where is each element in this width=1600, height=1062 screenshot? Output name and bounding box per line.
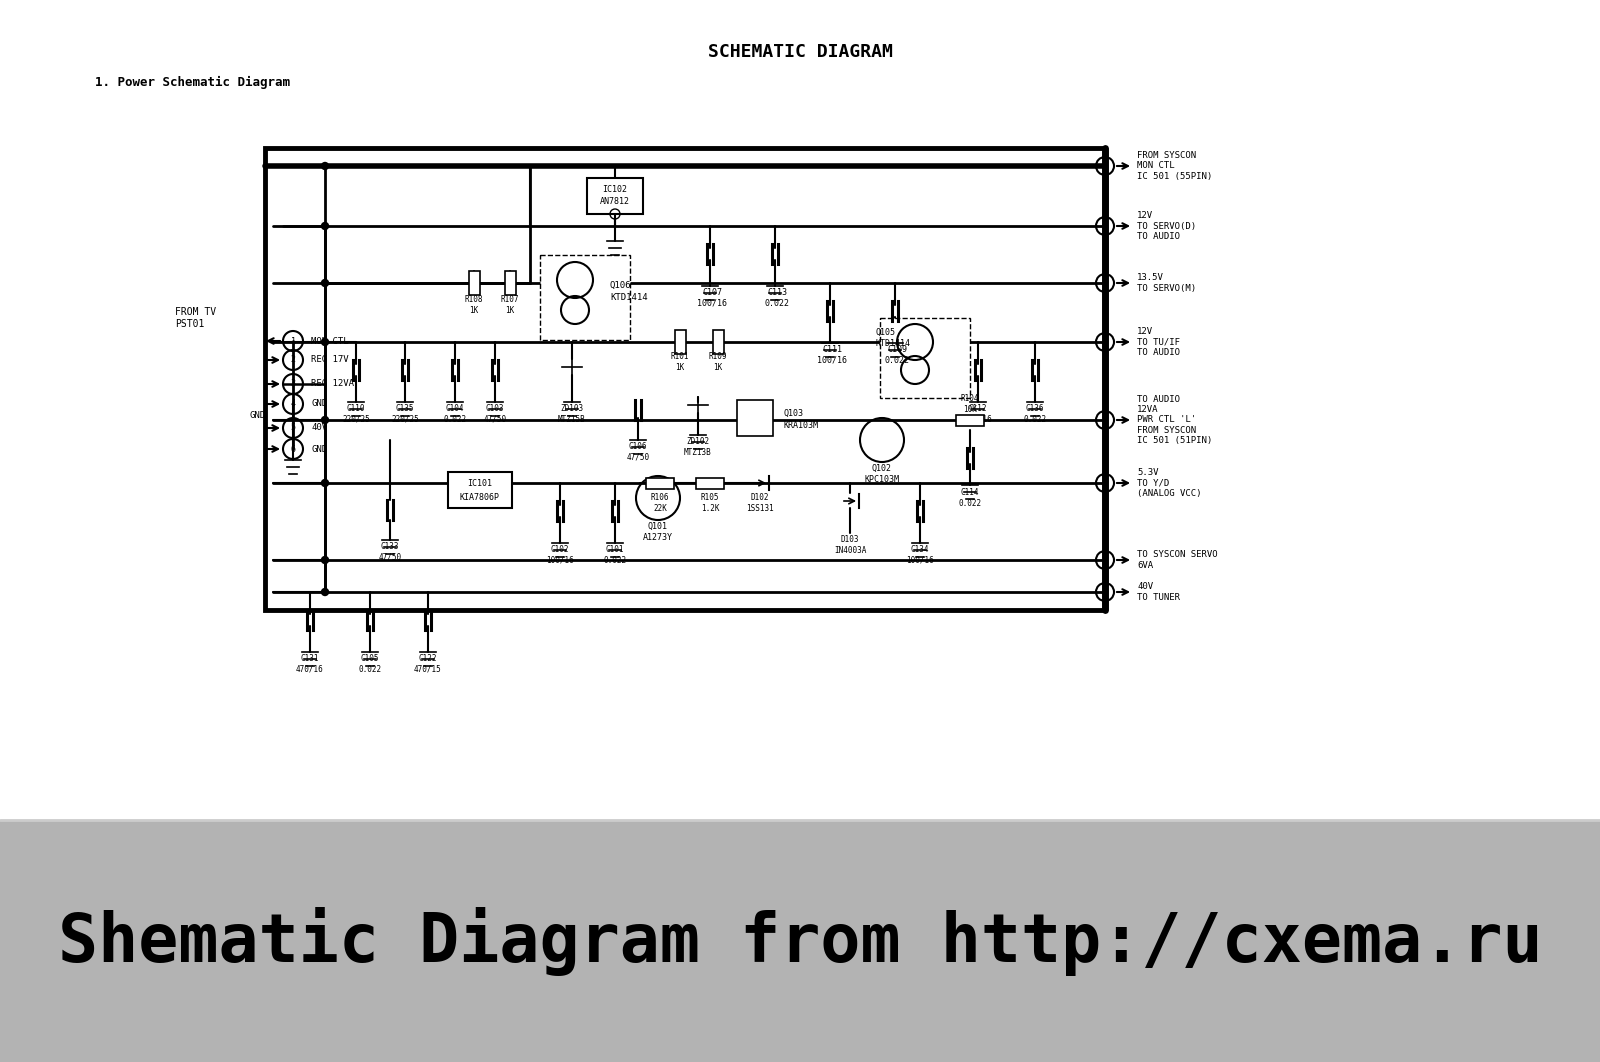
Text: KTD1414: KTD1414 (610, 293, 648, 303)
Bar (880, 318, 970, 398)
Text: REG 12VA: REG 12VA (310, 379, 354, 389)
Circle shape (322, 588, 328, 596)
Bar (448, 472, 512, 508)
Text: TO AUDIO
12VA
PWR CTL 'L'
FROM SYSCON
IC 501 (51PIN): TO AUDIO 12VA PWR CTL 'L' FROM SYSCON IC… (1138, 395, 1213, 445)
Text: REG 17V: REG 17V (310, 356, 349, 364)
Text: TO SYSCON SERVO
6VA: TO SYSCON SERVO 6VA (1138, 550, 1218, 569)
Text: 5.3V
TO Y/D
(ANALOG VCC): 5.3V TO Y/D (ANALOG VCC) (1138, 468, 1202, 498)
Text: IC102: IC102 (603, 185, 627, 193)
Text: GND: GND (310, 399, 326, 409)
Text: R107
1K: R107 1K (501, 295, 520, 314)
Text: ZD102
MTZ13B: ZD102 MTZ13B (685, 438, 712, 457)
Text: C111
100/16: C111 100/16 (818, 345, 846, 364)
Bar (714, 330, 723, 354)
Text: C102
100/16: C102 100/16 (546, 545, 574, 565)
Text: C104
0.022: C104 0.022 (443, 405, 467, 424)
Text: C122
470/15: C122 470/15 (414, 654, 442, 673)
Text: 5: 5 (291, 424, 296, 432)
Text: R105
1.2K: R105 1.2K (701, 494, 720, 513)
Text: FROM SYSCON
MON CTL
IC 501 (55PIN): FROM SYSCON MON CTL IC 501 (55PIN) (1138, 151, 1213, 181)
Text: C113
0.022: C113 0.022 (765, 288, 789, 308)
Text: 2: 2 (291, 356, 296, 364)
Text: C135
220/25: C135 220/25 (390, 405, 419, 424)
Text: Q103: Q103 (782, 409, 803, 417)
Text: C110
220/25: C110 220/25 (342, 405, 370, 424)
Text: SCHEMATIC DIAGRAM: SCHEMATIC DIAGRAM (707, 42, 893, 61)
Text: D102
1SS131: D102 1SS131 (746, 494, 774, 513)
Text: C101
0.022: C101 0.022 (603, 545, 627, 565)
Bar (587, 178, 643, 215)
Text: 40V: 40V (310, 424, 326, 432)
Circle shape (322, 279, 328, 287)
Circle shape (322, 556, 328, 564)
Text: R106
22K: R106 22K (651, 494, 669, 513)
Circle shape (322, 416, 328, 424)
Bar (646, 478, 674, 489)
Text: C114
0.022: C114 0.022 (958, 489, 981, 508)
Text: KPC103M: KPC103M (864, 476, 899, 484)
Text: Q106: Q106 (610, 280, 632, 290)
Text: KTD1414: KTD1414 (875, 340, 910, 348)
Text: MON CTL: MON CTL (310, 337, 349, 345)
Circle shape (322, 480, 328, 486)
Text: KIA7806P: KIA7806P (461, 493, 499, 501)
Text: R108
1K: R108 1K (464, 295, 483, 314)
Text: 1. Power Schematic Diagram: 1. Power Schematic Diagram (94, 75, 290, 88)
Circle shape (322, 339, 328, 345)
Text: D103
IN4003A: D103 IN4003A (834, 535, 866, 554)
Text: Q105: Q105 (875, 327, 894, 337)
Text: C112
100/16: C112 100/16 (965, 405, 992, 424)
Text: 12V
TO TU/IF
TO AUDIO: 12V TO TU/IF TO AUDIO (1138, 327, 1181, 357)
Text: FROM TV
PST01: FROM TV PST01 (174, 307, 216, 329)
Text: 3: 3 (291, 379, 296, 389)
Text: Shematic Diagram from http://cxema.ru: Shematic Diagram from http://cxema.ru (58, 907, 1542, 976)
Bar (0, 820, 1600, 1062)
Text: KRA103M: KRA103M (782, 422, 818, 430)
Text: Q102: Q102 (872, 463, 893, 473)
Circle shape (322, 223, 328, 229)
Bar (675, 330, 686, 354)
Text: Q101: Q101 (648, 521, 669, 531)
Text: 4: 4 (291, 399, 296, 409)
Text: R101
1K: R101 1K (670, 353, 690, 372)
Bar (738, 400, 773, 436)
Text: 13.5V
TO SERVO(M): 13.5V TO SERVO(M) (1138, 273, 1197, 293)
Text: A1273Y: A1273Y (643, 533, 674, 543)
Text: GND: GND (250, 411, 266, 419)
Circle shape (322, 162, 328, 170)
Text: AN7812: AN7812 (600, 198, 630, 206)
Text: ZD103
MTZ15B: ZD103 MTZ15B (558, 405, 586, 424)
Text: C136
0.022: C136 0.022 (1024, 405, 1046, 424)
Bar (696, 478, 723, 489)
Text: C131
470/16: C131 470/16 (296, 654, 323, 673)
Text: C105
0.022: C105 0.022 (358, 654, 381, 673)
Text: R109
1K: R109 1K (709, 353, 728, 372)
Text: 6: 6 (291, 445, 296, 453)
Text: C103
47/50: C103 47/50 (483, 405, 507, 424)
Bar (469, 271, 480, 295)
Text: 12V
TO SERVO(D)
TO AUDIO: 12V TO SERVO(D) TO AUDIO (1138, 211, 1197, 241)
Text: C109
0.022: C109 0.022 (885, 345, 909, 364)
Text: C133
47/50: C133 47/50 (379, 543, 402, 562)
Bar (541, 255, 630, 340)
Bar (957, 415, 984, 426)
Text: 40V
TO TUNER: 40V TO TUNER (1138, 582, 1181, 602)
Text: GND: GND (310, 445, 326, 453)
Text: C107
100/16: C107 100/16 (698, 288, 726, 308)
Bar (506, 271, 515, 295)
Text: C134
100/16: C134 100/16 (906, 545, 934, 565)
Bar (266, 148, 1106, 610)
Text: 1: 1 (291, 337, 296, 345)
Text: C106
47/50: C106 47/50 (627, 442, 650, 462)
Text: IC101: IC101 (467, 480, 493, 489)
Text: R104
10K: R104 10K (960, 394, 979, 414)
